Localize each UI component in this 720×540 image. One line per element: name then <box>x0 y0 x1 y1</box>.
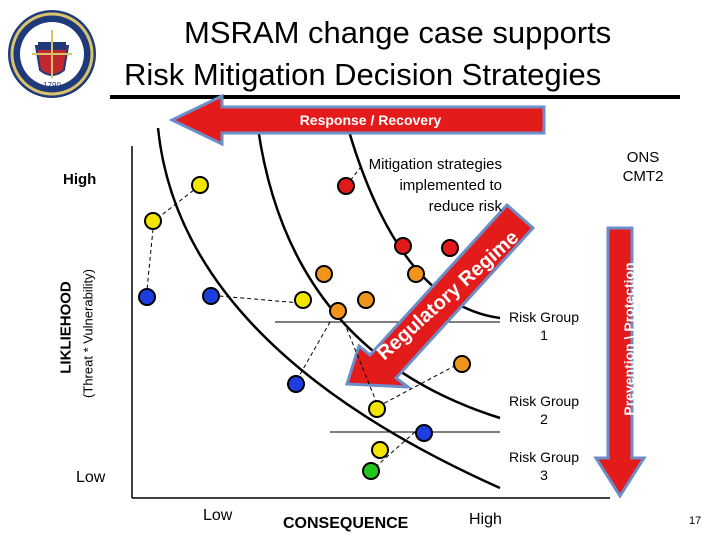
risk-marker-yellow <box>144 212 162 230</box>
risk-marker-blue <box>287 375 305 393</box>
risk-marker-blue <box>202 287 220 305</box>
risk-marker-red <box>394 237 412 255</box>
risk-marker-orange <box>357 291 375 309</box>
risk-marker-orange <box>407 265 425 283</box>
risk-marker-blue <box>138 288 156 306</box>
title-line-1: MSRAM change case supports <box>184 15 612 50</box>
coast-guard-seal-logo: 1790 <box>8 10 96 98</box>
risk-marker-yellow <box>371 441 389 459</box>
risk-marker-blue <box>415 424 433 442</box>
risk-marker-yellow <box>191 176 209 194</box>
page-number: 17 <box>689 515 702 527</box>
movement-line <box>146 228 154 291</box>
risk-marker-orange <box>453 355 471 373</box>
risk-marker-orange <box>329 302 347 320</box>
movement-line <box>371 431 416 471</box>
risk-group-2-label: Risk Group 2 <box>508 393 580 427</box>
movement-line <box>153 185 200 222</box>
risk-marker-green <box>362 462 380 480</box>
x-axis-low-label: Low <box>203 507 233 524</box>
regulatory-regime-arrow <box>344 202 536 389</box>
x-axis-high-label: High <box>469 511 502 528</box>
prevention-protection-arrow <box>593 226 647 499</box>
movement-line <box>343 321 377 402</box>
risk-marker-orange <box>315 265 333 283</box>
y-axis-label: LIKLIEHOOD <box>57 281 75 374</box>
risk-marker-yellow <box>294 291 312 309</box>
risk-group-1-label: Risk Group 1 <box>508 309 580 343</box>
x-axis-label: CONSEQUENCE <box>283 515 409 532</box>
y-axis-low-label: Low <box>76 469 106 486</box>
response-recovery-arrow <box>168 93 546 147</box>
logo-year: 1790 <box>43 81 61 90</box>
response-recovery-label: Response / Recovery <box>299 112 442 128</box>
movement-line <box>297 321 331 379</box>
risk-curve-3 <box>346 127 501 320</box>
y-axis-sublabel: (Threat * Vulnerability) <box>80 269 96 398</box>
title-underline <box>110 95 680 99</box>
risk-curve-1 <box>156 127 501 490</box>
movement-line <box>376 361 463 408</box>
y-axis-high-label: High <box>63 171 97 188</box>
risk-marker-red <box>337 177 355 195</box>
title-line-2: Risk Mitigation Decision Strategies <box>124 57 602 92</box>
mitigation-note: Mitigation strategies implemented to red… <box>368 156 502 215</box>
risk-group-3-label: Risk Group 3 <box>508 449 580 483</box>
risk-marker-red <box>441 239 459 257</box>
risk-marker-yellow <box>368 400 386 418</box>
prevention-protection-label: Prevention \ Protection <box>621 262 637 416</box>
ons-cmt2-label: ONS CMT2 <box>622 149 664 185</box>
